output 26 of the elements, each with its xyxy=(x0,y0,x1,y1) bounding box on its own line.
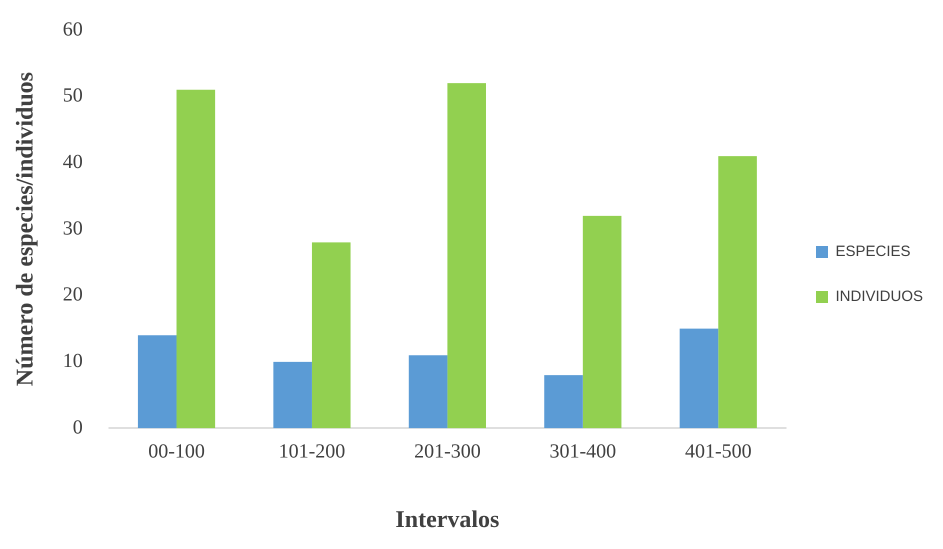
bar xyxy=(408,355,448,428)
y-tick-label: 50 xyxy=(62,84,83,107)
y-tick-label: 30 xyxy=(62,217,83,240)
bar xyxy=(680,328,718,428)
bar xyxy=(544,375,583,428)
x-tick-label: 401-500 xyxy=(684,440,752,462)
y-tick-label: 60 xyxy=(62,18,83,40)
bar xyxy=(273,362,312,428)
y-axis-title: Número de especies/individuos xyxy=(12,72,39,386)
y-tick-label: 0 xyxy=(72,416,83,438)
bar xyxy=(582,216,622,428)
x-tick-label: 301-400 xyxy=(549,440,616,462)
x-tick-label: 101-200 xyxy=(278,440,346,462)
bar xyxy=(138,335,177,428)
bar xyxy=(718,156,757,428)
legend-label: INDIVIDUOS xyxy=(835,288,924,306)
x-tick-label: 00-100 xyxy=(148,440,205,462)
y-tick-label: 40 xyxy=(62,150,83,173)
bar xyxy=(447,83,486,428)
y-tick-label: 10 xyxy=(62,350,83,372)
y-tick-label: 20 xyxy=(62,284,83,306)
legend-label: ESPECIES xyxy=(835,243,911,260)
x-tick-label: 201-300 xyxy=(414,440,481,462)
x-axis-title: Intervalos xyxy=(395,506,500,533)
bar xyxy=(176,90,216,428)
bar xyxy=(312,242,351,428)
